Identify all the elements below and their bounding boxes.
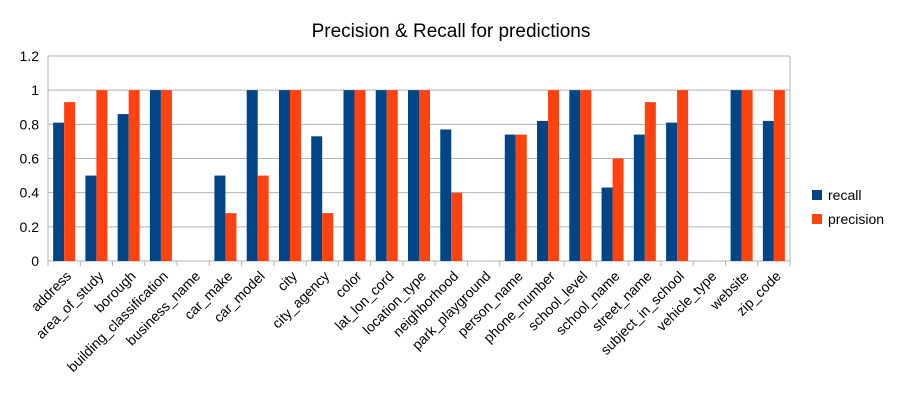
precision-bar-borough (128, 90, 140, 262)
recall-bar-phone-number (537, 120, 549, 262)
precision-bar-color (354, 90, 366, 262)
recall-bar-website (730, 90, 742, 262)
recall-bar-neighborhood (440, 129, 452, 261)
recall-bar-zip-code (762, 120, 774, 262)
precision-bar-area-of-study (96, 90, 108, 262)
precision-bar-lat-lon-cord (386, 90, 398, 262)
precision-bar-school-name (612, 158, 624, 261)
y-tick-label: 1.2 (20, 48, 40, 64)
recall-bar-subject-in-school (666, 122, 678, 261)
recall-bar-area-of-study (85, 175, 97, 261)
precision-legend-label: precision (828, 211, 884, 227)
x-category-labels: addressarea_of_studyboroughbuilding_clas… (28, 268, 784, 375)
recall-bar-location-type (408, 90, 419, 262)
y-tick-label: 0 (31, 253, 39, 269)
recall-bar-street-name (633, 134, 645, 261)
precision-bar-street-name (644, 102, 656, 261)
precision-bar-phone-number (548, 90, 560, 262)
recall-legend-swatch (812, 190, 822, 200)
legend: recall precision (812, 187, 884, 227)
y-tick-label: 0.6 (20, 151, 40, 167)
precision-bar-person-name (515, 134, 527, 261)
bars (53, 90, 785, 262)
precision-bar-building-classification (160, 90, 172, 262)
precision-bar-city-agency (322, 213, 334, 261)
chart-title: Precision & Recall for predictions (312, 21, 591, 42)
y-tick-labels: 0 0.2 0.4 0.6 0.8 1 1.2 (20, 48, 40, 269)
recall-bar-school-name (601, 187, 613, 261)
y-tick-label: 0.8 (20, 116, 40, 132)
recall-bar-city-agency (311, 136, 323, 261)
recall-bar-school-level (569, 90, 581, 262)
precision-bar-address (64, 102, 76, 261)
recall-bar-car-model (246, 90, 258, 262)
precision-bar-school-level (580, 90, 592, 262)
recall-bar-building-classification (149, 90, 161, 262)
axes (47, 56, 791, 266)
recall-legend-label: recall (828, 187, 861, 203)
x-category-label: city (274, 268, 300, 294)
precision-legend-swatch (812, 214, 822, 224)
precision-bar-city (289, 90, 301, 262)
recall-bar-person-name (504, 134, 516, 261)
recall-bar-borough (117, 114, 129, 261)
recall-bar-color (343, 90, 355, 262)
precision-bar-car-make (225, 213, 237, 261)
recall-bar-car-make (214, 175, 226, 261)
y-tick-label: 0.4 (20, 185, 40, 201)
precision-bar-subject-in-school (677, 90, 689, 262)
recall-bar-city (278, 90, 290, 262)
recall-bar-lat-lon-cord (375, 90, 387, 262)
precision-bar-car-model (257, 175, 269, 261)
precision-bar-location-type (419, 90, 430, 262)
precision-bar-website (741, 90, 753, 262)
y-tick-label: 1 (31, 82, 39, 98)
precision-bar-neighborhood (451, 192, 463, 261)
recall-bar-address (53, 122, 65, 261)
y-tick-label: 0.2 (20, 219, 40, 235)
precision-bar-zip-code (773, 90, 785, 262)
